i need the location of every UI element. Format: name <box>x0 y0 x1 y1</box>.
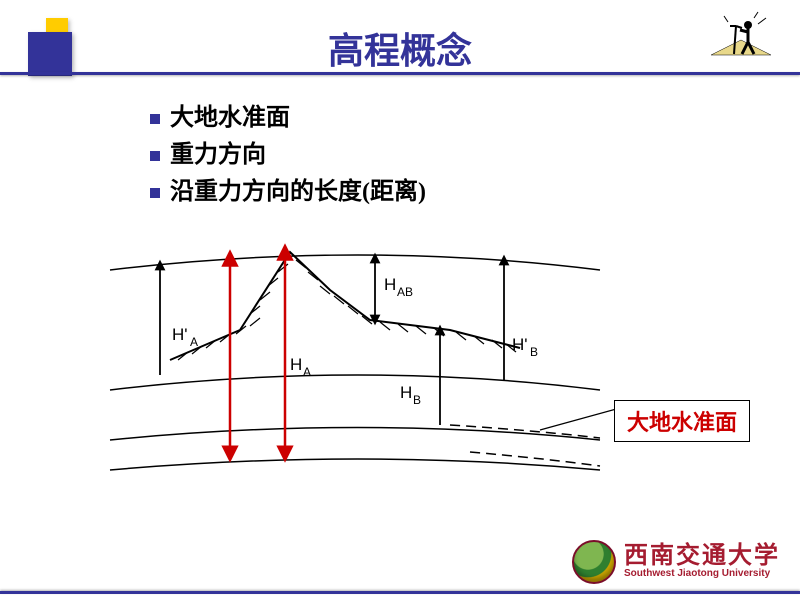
slide-title: 高程概念 <box>0 22 800 74</box>
svg-text:A: A <box>303 365 311 379</box>
university-name-en: Southwest Jiaotong University <box>624 569 780 580</box>
slide: 高程概念 大地水准面 重力方向 沿重力方向的长度(距离) <box>0 0 800 600</box>
bullet-square-icon <box>150 151 160 161</box>
bullet-item: 重力方向 <box>150 137 426 174</box>
university-text: 西南交通大学 Southwest Jiaotong University <box>624 544 780 580</box>
bullet-item: 大地水准面 <box>150 100 426 137</box>
label-HB: H <box>400 383 412 402</box>
horizontal-rule-top <box>0 72 800 75</box>
svg-text:AB: AB <box>397 285 413 299</box>
university-badge-icon <box>572 540 616 584</box>
label-HA: H <box>290 355 302 374</box>
svg-text:A: A <box>190 335 198 349</box>
horizontal-rule-bottom <box>0 591 800 594</box>
bullet-square-icon <box>150 114 160 124</box>
bullet-square-icon <box>150 188 160 198</box>
bullet-text: 沿重力方向的长度(距离) <box>170 174 426 211</box>
label-HprimeA: H' <box>172 325 188 344</box>
elevation-diagram: H' A H A H AB H B H' B <box>100 230 620 480</box>
svg-text:B: B <box>530 345 538 359</box>
bullet-text: 重力方向 <box>170 137 266 174</box>
label-HAB: H <box>384 275 396 294</box>
bullet-item: 沿重力方向的长度(距离) <box>150 174 426 211</box>
university-name-cn: 西南交通大学 <box>624 544 780 569</box>
label-HprimeB: H' <box>512 335 528 354</box>
bullet-list: 大地水准面 重力方向 沿重力方向的长度(距离) <box>150 100 426 212</box>
bullet-text: 大地水准面 <box>170 100 290 137</box>
svg-text:B: B <box>413 393 421 407</box>
university-logo-block: 西南交通大学 Southwest Jiaotong University <box>572 540 780 584</box>
geoid-callout: 大地水准面 <box>614 400 750 442</box>
